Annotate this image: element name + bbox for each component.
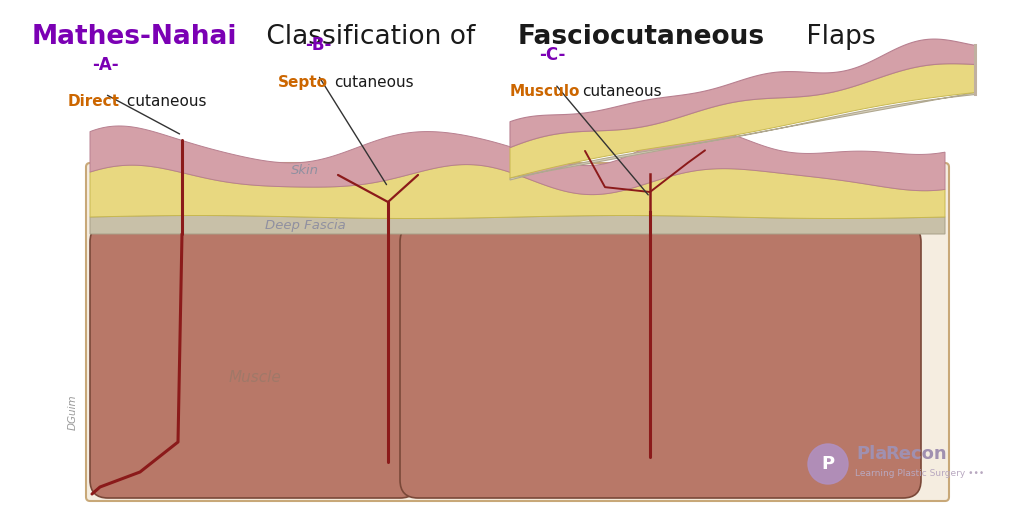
Text: Flaps: Flaps [798,24,876,50]
Text: -A-: -A- [92,56,119,74]
Text: Fasciocutaneous: Fasciocutaneous [518,24,765,50]
Text: cutaneous: cutaneous [334,75,414,90]
Text: cutaneous: cutaneous [582,84,662,99]
Text: Skin: Skin [291,164,319,177]
Circle shape [808,444,848,484]
FancyBboxPatch shape [86,163,949,501]
FancyBboxPatch shape [90,224,418,498]
Text: Direct: Direct [68,94,120,109]
Polygon shape [510,39,975,148]
Polygon shape [90,164,945,219]
Text: Learning Plastic Surgery •••: Learning Plastic Surgery ••• [855,469,984,479]
Text: DGuim: DGuim [68,394,78,430]
Text: Septo: Septo [278,75,328,90]
Text: -C-: -C- [539,46,565,64]
Text: Mathes-Nahai: Mathes-Nahai [32,24,238,50]
Text: Muscle: Muscle [228,370,282,385]
Text: cutaneous: cutaneous [122,94,207,109]
FancyBboxPatch shape [400,224,921,498]
Polygon shape [510,64,975,178]
Polygon shape [510,92,975,180]
Text: Classification of: Classification of [258,24,483,50]
Text: P: P [821,455,835,473]
Text: Deep Fascia: Deep Fascia [264,219,345,232]
Polygon shape [90,216,945,234]
Text: Musculo: Musculo [510,84,581,99]
Text: Pla: Pla [856,445,887,463]
Text: Recon: Recon [885,445,946,463]
Polygon shape [90,126,945,195]
Text: -B-: -B- [305,36,331,54]
